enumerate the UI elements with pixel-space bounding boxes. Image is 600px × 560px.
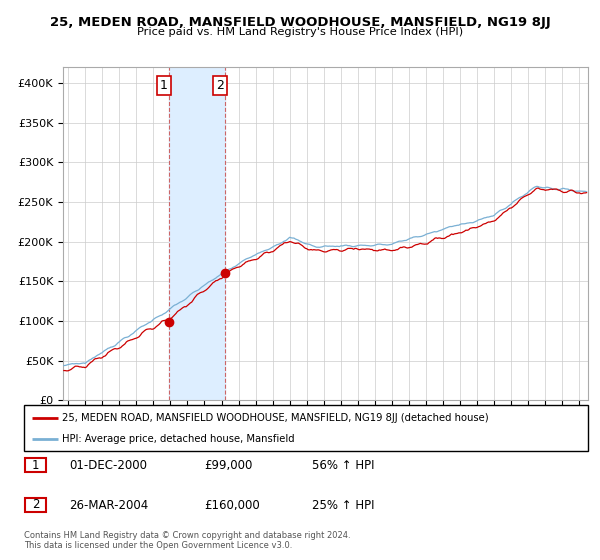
Text: 01-DEC-2000: 01-DEC-2000 — [69, 459, 147, 473]
Text: 26-MAR-2004: 26-MAR-2004 — [69, 498, 148, 512]
Text: 1: 1 — [160, 79, 168, 92]
Text: 25% ↑ HPI: 25% ↑ HPI — [312, 498, 374, 512]
Text: 56% ↑ HPI: 56% ↑ HPI — [312, 459, 374, 473]
Text: Contains HM Land Registry data © Crown copyright and database right 2024.
This d: Contains HM Land Registry data © Crown c… — [24, 531, 350, 550]
Text: 25, MEDEN ROAD, MANSFIELD WOODHOUSE, MANSFIELD, NG19 8JJ (detached house): 25, MEDEN ROAD, MANSFIELD WOODHOUSE, MAN… — [62, 413, 489, 423]
Text: 1: 1 — [32, 459, 39, 472]
Text: £99,000: £99,000 — [204, 459, 253, 473]
Bar — [169, 67, 226, 400]
Text: Price paid vs. HM Land Registry's House Price Index (HPI): Price paid vs. HM Land Registry's House … — [137, 27, 463, 37]
Text: £160,000: £160,000 — [204, 498, 260, 512]
Text: 2: 2 — [217, 79, 224, 92]
Text: 2: 2 — [32, 498, 39, 511]
Text: 25, MEDEN ROAD, MANSFIELD WOODHOUSE, MANSFIELD, NG19 8JJ: 25, MEDEN ROAD, MANSFIELD WOODHOUSE, MAN… — [50, 16, 550, 29]
Text: HPI: Average price, detached house, Mansfield: HPI: Average price, detached house, Mans… — [62, 435, 295, 444]
